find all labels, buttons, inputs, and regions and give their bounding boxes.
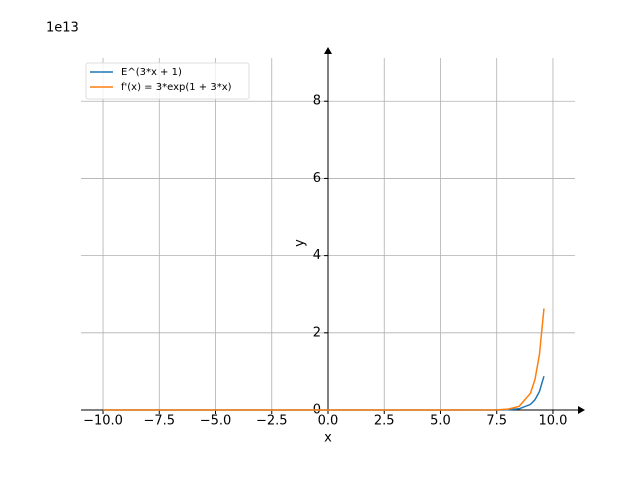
legend-label: f'(x) = 3*exp(1 + 3*x) <box>121 82 232 93</box>
x-tick-label: 0.0 <box>318 414 339 429</box>
x-axis-arrow <box>578 406 585 414</box>
legend-label: E^(3*x + 1) <box>121 67 182 78</box>
x-tick-label: −2.5 <box>256 414 288 429</box>
y-axis-label: y <box>293 239 308 247</box>
y-axis-arrow <box>324 47 332 54</box>
x-tick-label: 5.0 <box>430 414 451 429</box>
y-tick-label: 2 <box>313 325 321 340</box>
y-tick-label: 6 <box>313 171 321 186</box>
line <box>103 375 545 411</box>
x-tick-label: 10.0 <box>538 414 567 429</box>
legend: E^(3*x + 1) f'(x) = 3*exp(1 + 3*x) <box>85 62 250 100</box>
x-axis-label: x <box>324 431 332 446</box>
y-tick-label: 8 <box>313 94 321 109</box>
line <box>103 308 545 411</box>
x-tick-label: 2.5 <box>374 414 395 429</box>
x-tick-label: −5.0 <box>200 414 232 429</box>
x-tick-label: 7.5 <box>486 414 507 429</box>
x-tick-label: −7.5 <box>143 414 175 429</box>
y-tick-label: 4 <box>313 248 321 263</box>
offset-label: 1e13 <box>46 21 79 36</box>
legend-box <box>85 62 250 100</box>
x-tick-label: −10.0 <box>83 414 123 429</box>
